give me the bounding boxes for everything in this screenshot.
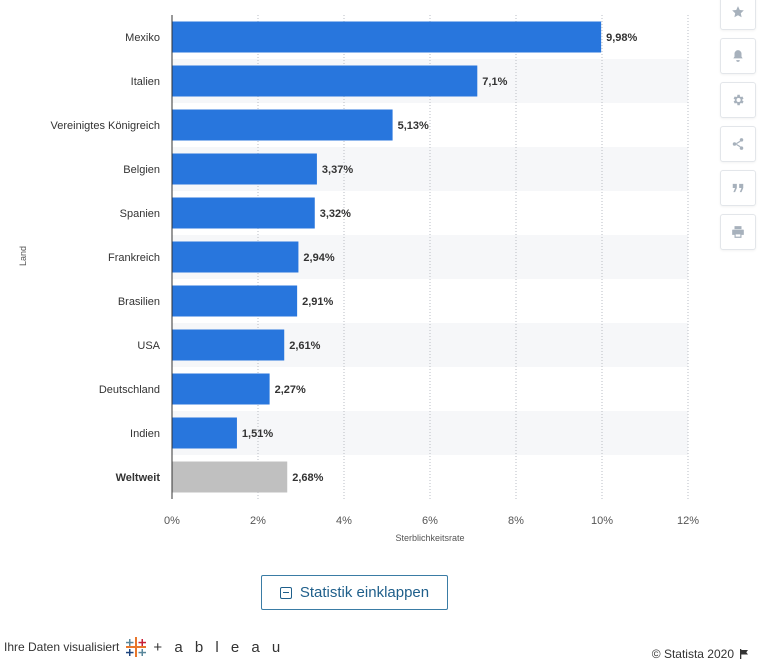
- value-label: 2,68%: [292, 472, 323, 484]
- value-label: 2,27%: [275, 384, 306, 396]
- notification-button[interactable]: [720, 38, 756, 74]
- share-button[interactable]: [720, 126, 756, 162]
- y-axis-title: Land: [18, 246, 28, 266]
- statista-copyright[interactable]: © Statista 2020: [652, 647, 749, 661]
- category-label: USA: [137, 340, 160, 352]
- x-tick-label: 8%: [508, 515, 524, 527]
- x-tick-label: 0%: [164, 515, 180, 527]
- bar: [172, 109, 393, 141]
- category-label: Italien: [131, 76, 160, 88]
- bar: [172, 329, 285, 361]
- settings-button[interactable]: [720, 82, 756, 118]
- copyright-text: © Statista 2020: [651, 647, 734, 661]
- x-axis-title: Sterblichkeitsrate: [395, 533, 464, 543]
- favorite-button[interactable]: [720, 0, 756, 30]
- category-label: Mexiko: [125, 32, 160, 44]
- visualized-text: Ihre Daten visualisiert: [4, 640, 120, 654]
- category-label: Brasilien: [118, 296, 160, 308]
- share-icon: [732, 138, 744, 150]
- bar: [172, 417, 237, 449]
- value-label: 3,32%: [320, 208, 351, 220]
- print-button[interactable]: [720, 214, 756, 250]
- bar: [172, 65, 478, 97]
- tableau-logo-icon: [126, 637, 147, 657]
- x-tick-label: 10%: [591, 515, 613, 527]
- value-label: 3,37%: [322, 164, 353, 176]
- x-tick-label: 6%: [422, 515, 438, 527]
- category-label: Deutschland: [99, 384, 160, 396]
- category-label: Frankreich: [108, 252, 160, 264]
- bar: [172, 285, 298, 317]
- category-label: Weltweit: [116, 472, 161, 484]
- value-label: 1,51%: [242, 428, 273, 440]
- value-label: 2,61%: [289, 340, 320, 352]
- bar: [172, 197, 315, 229]
- value-label: 2,91%: [302, 296, 333, 308]
- value-label: 2,94%: [303, 252, 334, 264]
- value-label: 9,98%: [606, 32, 637, 44]
- bar-chart: 0% 2% 4% 6% 8% 10% 12% Mexiko 9,98% Italien 7,1% Ve…: [18, 15, 699, 543]
- bar: [172, 241, 299, 273]
- gear-icon: [733, 94, 744, 106]
- x-tick-label: 4%: [336, 515, 352, 527]
- collapse-button-label: Statistik einklappen: [299, 584, 430, 601]
- bell-icon: [733, 50, 743, 62]
- collapse-icon: [279, 586, 292, 599]
- category-label: Indien: [130, 428, 160, 440]
- value-label: 5,13%: [398, 120, 429, 132]
- bar: [172, 461, 288, 493]
- star-icon: [732, 6, 744, 18]
- category-label: Spanien: [120, 208, 160, 220]
- quote-icon: [732, 183, 744, 193]
- cite-button[interactable]: [720, 170, 756, 206]
- tableau-wordmark: + a b l e a u: [153, 638, 285, 656]
- category-label: Belgien: [123, 164, 160, 176]
- bar: [172, 373, 270, 405]
- flag-icon: [740, 649, 748, 659]
- x-tick-label: 2%: [250, 515, 266, 527]
- bar: [172, 21, 602, 53]
- tableau-credit[interactable]: Ihre Daten visualisiert + a b l e a u: [4, 636, 284, 658]
- bar: [172, 153, 317, 185]
- category-label: Vereinigtes Königreich: [51, 120, 160, 132]
- x-tick-label: 12%: [677, 515, 699, 527]
- print-icon: [732, 226, 744, 238]
- value-label: 7,1%: [482, 76, 507, 88]
- collapse-statistic-button[interactable]: Statistik einklappen: [261, 575, 448, 610]
